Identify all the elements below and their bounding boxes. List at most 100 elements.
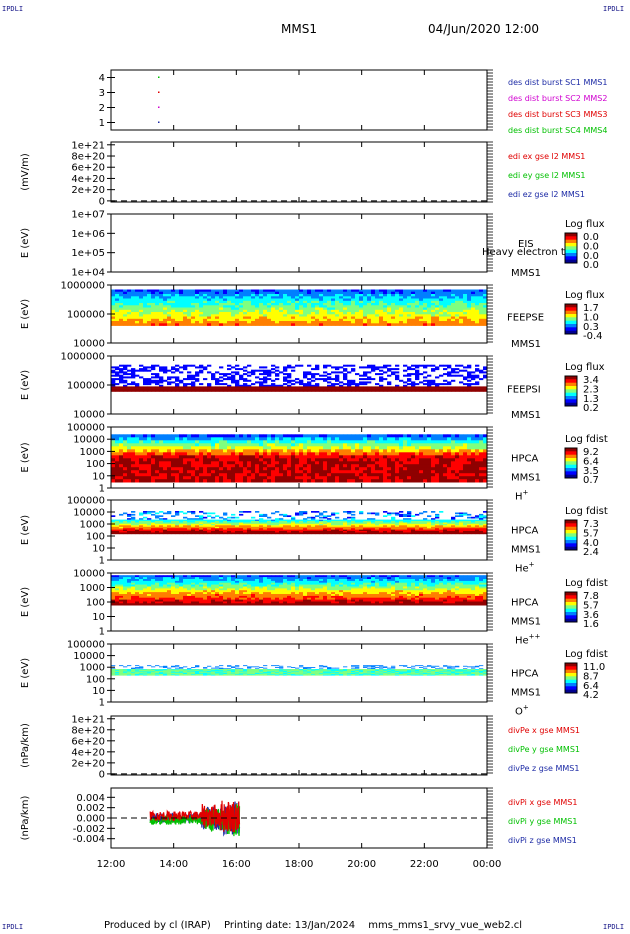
spectrogram-cell — [287, 464, 292, 468]
spectrogram-cell — [175, 532, 180, 535]
spectrogram-cell — [331, 318, 336, 322]
spectrogram-cell — [319, 513, 324, 516]
spectrogram-cell — [351, 386, 356, 389]
spectrogram-cell — [247, 300, 252, 304]
spectrogram-cell — [315, 529, 320, 532]
spectrogram-cell — [195, 300, 200, 304]
spectrogram-cell — [371, 434, 376, 438]
spectrogram-cell — [207, 526, 212, 529]
spectrogram-cell — [139, 323, 144, 326]
spectrogram-cell — [183, 526, 188, 529]
spectrogram-cell — [355, 309, 360, 313]
spectrogram-cell — [195, 389, 200, 392]
spectrogram-cell — [151, 521, 156, 523]
spectrogram-cell — [143, 526, 148, 529]
spectrogram-cell — [191, 434, 196, 438]
spectrogram-cell — [351, 381, 356, 384]
spectrogram-cell — [403, 455, 408, 459]
spectrogram-cell — [191, 467, 196, 471]
spectrogram-cell — [295, 434, 300, 438]
colorbar-band — [565, 256, 577, 259]
spectrogram-cell — [275, 298, 280, 302]
spectrogram-cell — [223, 300, 228, 304]
spectrogram-cell — [227, 389, 232, 392]
spectrogram-cell — [263, 525, 268, 527]
spectrogram-cell — [147, 470, 152, 474]
spectrogram-cell — [335, 294, 340, 297]
spectrogram-cell — [199, 455, 204, 459]
spectrogram-cell — [163, 307, 168, 311]
spectrogram-cell — [111, 323, 116, 326]
spectrogram-cell — [155, 512, 160, 515]
spectrogram-cell — [439, 473, 444, 477]
spectrogram-cell — [219, 294, 224, 297]
spectrogram-cell — [303, 321, 308, 324]
spectrogram-cell — [155, 374, 160, 377]
spectrogram-cell — [283, 291, 288, 295]
spectrogram-cell — [295, 523, 300, 526]
spectrogram-cell — [363, 296, 368, 299]
spectrogram-cell — [267, 300, 272, 304]
colorbar-band — [565, 448, 577, 451]
spectrogram-cell — [335, 470, 340, 474]
spectrogram-cell — [207, 383, 212, 386]
spectrogram-cell — [367, 461, 372, 465]
spectrogram-cell — [143, 467, 148, 471]
spectrogram-cell — [459, 314, 464, 317]
spectrogram-cell — [327, 449, 332, 453]
spectrogram-cell — [339, 470, 344, 474]
spectrogram-cell — [343, 476, 348, 480]
spectrogram-cell — [143, 522, 148, 525]
spectrogram-cell — [339, 464, 344, 468]
spectrogram-cell — [235, 434, 240, 438]
spectrogram-cell — [323, 291, 328, 295]
spectrogram-cell — [179, 323, 184, 326]
spectrogram-cell — [195, 522, 200, 525]
spectrogram-cell — [227, 455, 232, 459]
spectrogram-cell — [319, 464, 324, 468]
spectrogram-cell — [115, 440, 120, 444]
spectrogram-cell — [211, 312, 216, 315]
spectrogram-cell — [111, 383, 116, 386]
spectrogram-cell — [283, 476, 288, 480]
spectrogram-cell — [399, 298, 404, 302]
spectrogram-cell — [263, 378, 268, 381]
spectrogram-cell — [119, 389, 124, 392]
spectrogram-cell — [359, 523, 364, 526]
spectrogram-cell — [407, 388, 412, 391]
spectrogram-cell — [211, 298, 216, 302]
spectrogram-cell — [159, 298, 164, 302]
spectrogram-cell — [351, 318, 356, 322]
spectrogram-cell — [307, 522, 312, 525]
spectrogram-cell — [335, 531, 340, 533]
spectrogram-cell — [347, 522, 352, 525]
spectrogram-cell — [187, 303, 192, 306]
spectrogram-cell — [315, 515, 320, 517]
spectrogram-cell — [295, 446, 300, 450]
spectrogram-cell — [467, 318, 472, 322]
spectrogram-cell — [183, 303, 188, 306]
spectrogram-cell — [443, 321, 448, 324]
spectrogram-cell — [407, 323, 412, 326]
spectrogram-cell — [307, 479, 312, 483]
spectrogram-cell — [195, 321, 200, 324]
spectrogram-cell — [275, 443, 280, 447]
spectrogram-cell — [395, 389, 400, 392]
spectrogram-cell — [483, 289, 488, 293]
spectrogram-cell — [199, 440, 204, 444]
spectrogram-cell — [471, 307, 476, 311]
spectrogram-cell — [115, 321, 120, 324]
spectrogram-cell — [191, 446, 196, 450]
spectrogram-cell — [339, 291, 344, 295]
spectrogram-cell — [435, 298, 440, 302]
spectrogram-cell — [319, 443, 324, 447]
spectrogram-cell — [199, 467, 204, 471]
spectrogram-cell — [219, 366, 224, 369]
spectrogram-cell — [347, 371, 352, 374]
colorbar-band — [565, 451, 577, 454]
spectrogram-cell — [275, 303, 280, 306]
spectrogram-cell — [319, 303, 324, 306]
spectrogram-cell — [395, 458, 400, 462]
spectrogram-cell — [279, 389, 284, 392]
spectrogram-cell — [123, 318, 128, 322]
